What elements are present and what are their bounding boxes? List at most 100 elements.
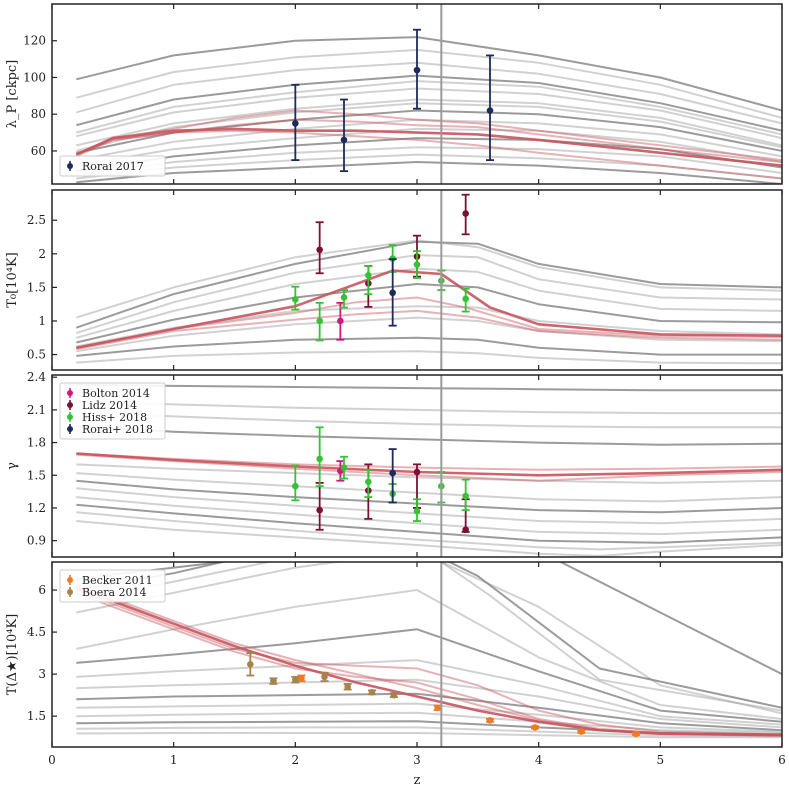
- data-point: [486, 107, 494, 114]
- model-curve-gray: [76, 511, 782, 551]
- model-curve-gray: [76, 400, 782, 415]
- y-tick-label: 0.9: [27, 534, 46, 548]
- y-tick-label: 1.5: [27, 280, 46, 294]
- legend-marker: [67, 426, 73, 432]
- model-curve-gray: [76, 267, 782, 339]
- model-curve-red: [76, 309, 782, 351]
- model-curve-red: [75, 591, 782, 736]
- data-point: [340, 294, 348, 301]
- data-point: [486, 717, 494, 724]
- data-point: [292, 482, 299, 490]
- data-point: [389, 289, 396, 297]
- data-point: [292, 676, 299, 684]
- data-point: [462, 295, 469, 303]
- data-point: [434, 704, 441, 712]
- data-point: [298, 675, 305, 682]
- y-tick-label: 1.8: [27, 436, 46, 450]
- x-tick-label: 3: [413, 753, 421, 767]
- y-tick-label: 6: [38, 583, 46, 597]
- model-curve-gray: [76, 628, 782, 723]
- model-curve-gray: [76, 711, 782, 734]
- data-point: [340, 136, 348, 144]
- model-curve-gray: [76, 350, 782, 365]
- model-curve-gray: [76, 153, 782, 180]
- model-curve-red: [76, 296, 782, 349]
- panel-frame: [51, 189, 783, 371]
- panel-2: 0.5 1 1.5 2 2.5 T₀[10⁴K]: [5, 189, 783, 371]
- x-tick-label: 0: [48, 753, 56, 767]
- model-curve-red: [75, 583, 782, 737]
- model-curve-gray: [76, 702, 782, 733]
- legend-label: Bolton 2014: [82, 387, 150, 400]
- legend-label: Hiss+ 2018: [82, 411, 147, 424]
- model-curve-gray: [76, 520, 782, 557]
- model-curve-gray: [76, 118, 782, 162]
- y-tick-label: 1.5: [27, 709, 46, 723]
- model-curve-gray: [76, 589, 782, 720]
- y-axis-label: T(Δ★)[10⁴K]: [5, 614, 20, 695]
- x-tick-label: 2: [292, 753, 300, 767]
- model-curve-gray: [76, 726, 782, 737]
- legend-marker: [67, 402, 73, 408]
- model-curve-red: [75, 127, 782, 167]
- model-curve-gray: [76, 336, 782, 357]
- y-tick-label: 2.5: [27, 213, 46, 227]
- model-curve-gray: [76, 692, 782, 732]
- x-tick-label: 6: [778, 753, 786, 767]
- legend-marker: [67, 390, 73, 396]
- model-curve-gray: [76, 137, 782, 173]
- data-point: [462, 526, 469, 534]
- legend-marker: [67, 414, 73, 420]
- model-curve-red: [76, 452, 782, 477]
- model-curve-gray: [76, 562, 782, 712]
- data-point: [321, 673, 328, 681]
- model-curve-red: [75, 118, 782, 163]
- data-point: [365, 271, 372, 279]
- data-point: [247, 661, 254, 668]
- model-curve-red: [75, 109, 782, 162]
- data-point: [316, 246, 323, 254]
- legend: Rorai 2017: [59, 155, 166, 177]
- model-curve-gray: [76, 146, 782, 176]
- data-point: [413, 507, 421, 515]
- y-tick-label: 4.5: [27, 625, 46, 639]
- data-point: [316, 317, 323, 325]
- legend-label: Rorai 2017: [82, 160, 144, 173]
- x-tick-label: 1: [170, 753, 178, 767]
- model-curve-gray: [76, 503, 782, 544]
- model-curve-red: [75, 589, 782, 736]
- data-point: [577, 728, 585, 735]
- data-point: [365, 478, 372, 486]
- data-point: [413, 468, 421, 476]
- model-curve-red: [75, 129, 782, 180]
- data-point: [270, 677, 277, 685]
- model-curve-gray: [76, 732, 782, 739]
- data-point: [340, 464, 348, 471]
- y-tick-label: 120: [23, 34, 46, 48]
- y-tick-label: 60: [31, 144, 46, 158]
- legend-label: Rorai+ 2018: [82, 423, 153, 436]
- y-tick-label: 3: [38, 667, 46, 681]
- x-tick-label: 4: [535, 753, 543, 767]
- legend-marker: [67, 163, 73, 169]
- legend-marker: [67, 577, 73, 583]
- model-curve-gray: [76, 411, 782, 429]
- model-curve-gray: [75, 254, 782, 335]
- legend-box: [59, 382, 166, 440]
- model-curve-gray: [76, 562, 782, 715]
- data-point: [344, 683, 351, 691]
- y-tick-label: 2.1: [27, 403, 46, 417]
- data-point: [632, 730, 640, 738]
- y-axis-label: γ: [5, 462, 20, 470]
- model-curve-gray: [76, 479, 782, 514]
- data-point: [413, 66, 421, 74]
- model-curve-gray: [76, 161, 782, 184]
- x-axis-label: z: [414, 773, 421, 788]
- data-point: [316, 455, 323, 463]
- model-curve-gray: [76, 659, 782, 726]
- data-point: [531, 724, 539, 731]
